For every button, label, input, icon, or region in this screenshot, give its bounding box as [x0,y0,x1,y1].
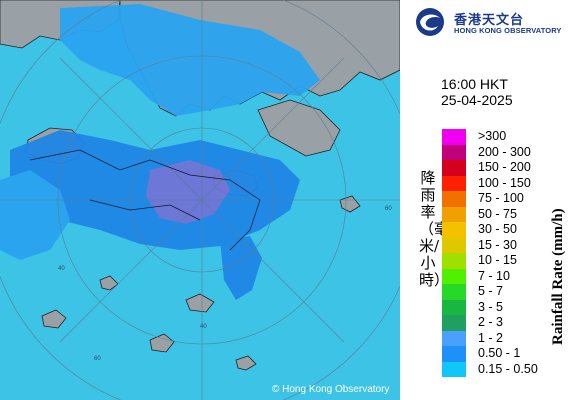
ring-label: 40 [200,324,207,330]
land-islet-4 [99,275,119,291]
district-boundaries [29,149,261,251]
legend-swatch [442,222,466,238]
legend-title-en: Rainfall Rate (mm/h) [550,208,566,345]
radar-map-canvas [0,0,400,400]
time-label: 16:00 HKT [441,76,508,92]
legend-swatch [442,129,466,145]
radar-map[interactable]: 40 60 60 40 © Hong Kong Observatory [0,0,400,400]
legend-label: 50 - 75 [478,206,517,221]
legend-label: 75 - 100 [478,191,524,205]
legend-swatch [442,237,466,253]
org-name-en: HONG KONG OBSERVATORY [454,26,562,35]
legend-swatch [442,361,466,377]
legend-color-scale [442,129,466,377]
legend-label: 3 - 5 [478,299,504,314]
legend-swatch [442,299,466,315]
legend-swatch [442,284,466,300]
legend-swatch [442,144,466,160]
hko-swirl-logo-icon [416,8,444,36]
legend-label: 100 - 150 [478,175,531,190]
copyright-notice: © Hong Kong Observatory [272,384,390,395]
rain-cell-core [146,160,230,224]
land-east-peninsula [257,99,341,157]
legend-swatch [442,315,466,331]
ring-label: 60 [94,356,101,362]
hko-logo[interactable]: 香港天文台 HONG KONG OBSERVATORY [414,6,574,38]
legend-label: 150 - 200 [478,160,531,174]
legend-label: >300 [478,129,507,143]
legend-swatch [442,160,466,176]
legend-swatch [442,175,466,191]
land-islet-1 [185,293,215,313]
legend-label: 30 - 50 [478,222,517,236]
legend-label: 200 - 300 [478,144,531,159]
org-name-zh: 香港天文台 [454,13,525,28]
legend-label: 10 - 15 [478,253,517,267]
legend-label: 0.50 - 1 [478,346,521,360]
legend-swatch [442,330,466,346]
legend-label: 0.15 - 0.50 [478,361,538,376]
legend-labels: >300 200 - 300 150 - 200 100 - 150 75 - 100 5… [478,129,538,377]
legend-label: 15 - 30 [478,237,517,252]
legend-swatch [442,268,466,284]
ring-label: 60 [385,206,392,212]
land-islet-3 [41,309,67,329]
range-rings [0,0,400,400]
legend-label: 5 - 7 [478,284,504,298]
land-islet-6 [235,355,257,371]
legend-label: 1 - 2 [478,330,504,345]
legend-swatch [442,191,466,207]
legend-swatch [442,253,466,269]
land-islet-2 [149,333,175,353]
legend-swatch [442,206,466,222]
legend-label: 7 - 10 [478,268,510,283]
legend-swatch [442,346,466,362]
rain-patch-west [0,170,70,260]
legend-label: 2 - 3 [478,315,504,329]
legend-title-zh: 降雨率（毫米/小時） [419,169,450,289]
info-panel: 香港天文台 HONG KONG OBSERVATORY 16:00 HKT 25… [400,0,577,400]
rain-echoes [0,4,320,300]
date-label: 25-04-2025 [441,92,513,108]
ring-label: 40 [58,266,65,272]
rain-band-north [60,4,320,116]
